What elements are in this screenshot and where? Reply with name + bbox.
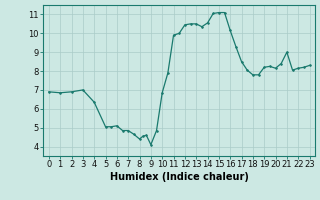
X-axis label: Humidex (Indice chaleur): Humidex (Indice chaleur) [110,172,249,182]
